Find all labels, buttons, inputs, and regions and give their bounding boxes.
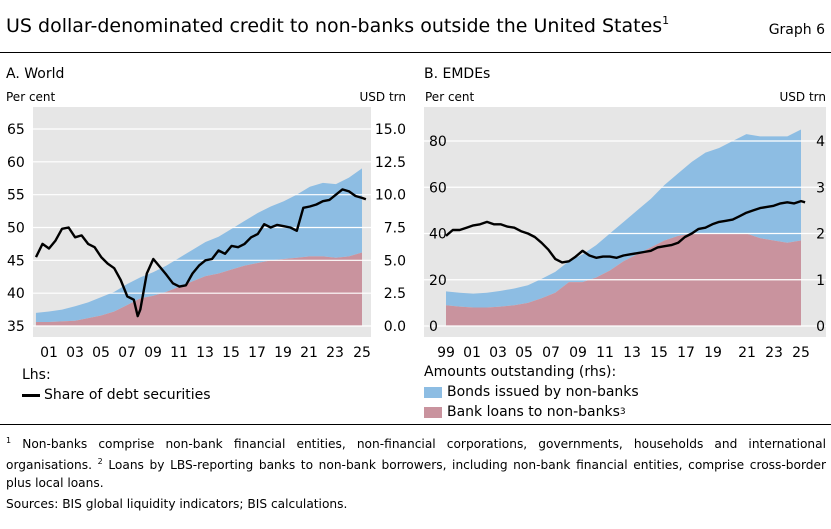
notes-divider xyxy=(0,424,831,425)
legend-rhs: Amounts outstanding (rhs): Bonds issued … xyxy=(424,362,639,422)
y-tick-label-lhs-emdes: 20 xyxy=(429,273,447,289)
x-tick-label-world: 11 xyxy=(170,345,188,361)
rhs-unit-world: USD trn xyxy=(360,90,407,104)
area-loans-world xyxy=(35,252,362,326)
x-tick-label-emdes: 25 xyxy=(792,345,810,361)
x-tick-label-world: 09 xyxy=(144,345,162,361)
legend-item-share: Share of debt securities xyxy=(22,385,211,405)
y-tick-label-lhs-world: 45 xyxy=(7,253,25,269)
legend-lhs-heading: Lhs: xyxy=(22,367,51,383)
y-tick-label-rhs-world: 10.0 xyxy=(375,188,406,204)
y-tick-label-lhs-world: 50 xyxy=(7,221,25,237)
x-tick-label-world: 13 xyxy=(196,345,214,361)
legend-loans-label: Bank loans to non-banks xyxy=(447,404,620,420)
x-tick-label-emdes: 09 xyxy=(569,345,587,361)
area-bonds-world xyxy=(35,168,362,323)
line-share-emdes xyxy=(445,199,806,264)
x-tick-label-world: 25 xyxy=(353,345,371,361)
y-tick-label-lhs-world: 40 xyxy=(7,286,25,302)
footnote-1: Non-banks comprise non-bank financial en… xyxy=(6,437,827,472)
x-tick-label-emdes: 17 xyxy=(677,345,695,361)
line-swatch xyxy=(22,393,40,397)
legend-rhs-heading: Amounts outstanding (rhs): xyxy=(424,364,617,380)
y-tick-label-lhs-emdes: 0 xyxy=(429,319,438,335)
y-tick-label-rhs-world: 7.5 xyxy=(384,221,406,237)
y-tick-label-lhs-world: 60 xyxy=(7,155,25,171)
y-tick-label-rhs-emdes: 0 xyxy=(816,319,825,335)
line-share-world xyxy=(34,188,367,318)
x-tick-label-world: 21 xyxy=(300,345,318,361)
footnote-2: Loans by LBS-reporting banks to non-bank… xyxy=(6,458,827,490)
y-tick-label-lhs-emdes: 80 xyxy=(429,134,447,150)
x-tick-label-world: 01 xyxy=(40,345,58,361)
y-tick-label-rhs-emdes: 2 xyxy=(816,227,825,243)
x-tick-label-emdes: 99 xyxy=(437,345,455,361)
lhs-unit-emdes: Per cent xyxy=(425,90,475,104)
x-tick-label-emdes: 11 xyxy=(596,345,614,361)
x-tick-label-emdes: 15 xyxy=(650,345,668,361)
graph-label: Graph 6 xyxy=(768,22,825,38)
x-tick-label-world: 07 xyxy=(118,345,136,361)
chart-title: US dollar-denominated credit to non-bank… xyxy=(6,14,670,37)
x-tick-label-emdes: 03 xyxy=(489,345,507,361)
y-tick-label-rhs-world: 12.5 xyxy=(375,155,406,171)
bonds-swatch xyxy=(424,386,442,398)
y-tick-label-lhs-world: 35 xyxy=(7,319,25,335)
legend-share-label: Share of debt securities xyxy=(44,387,211,403)
area-bonds-emdes xyxy=(446,129,801,308)
title-footnote-mark: 1 xyxy=(662,14,670,27)
x-tick-label-emdes: 07 xyxy=(542,345,560,361)
footnotes: 1 Non-banks comprise non-bank financial … xyxy=(6,432,826,492)
y-tick-label-rhs-world: 15.0 xyxy=(375,122,406,138)
rhs-unit-emdes: USD trn xyxy=(780,90,827,104)
sources: Sources: BIS global liquidity indicators… xyxy=(6,497,348,511)
x-tick-label-world: 17 xyxy=(248,345,266,361)
legend-item-loans: Bank loans to non-banks 3 xyxy=(424,402,639,422)
footnote-1-mark: 1 xyxy=(6,436,12,445)
x-tick-label-emdes: 05 xyxy=(515,345,533,361)
x-tick-label-world: 15 xyxy=(222,345,240,361)
y-tick-label-lhs-world: 55 xyxy=(7,188,25,204)
legend-bonds-label: Bonds issued by non-banks xyxy=(447,384,639,400)
footnote-2-mark: 2 xyxy=(97,457,103,466)
legend-lhs: Lhs: Share of debt securities xyxy=(22,365,211,405)
x-tick-label-emdes: 13 xyxy=(623,345,641,361)
x-tick-label-world: 03 xyxy=(66,345,84,361)
y-tick-label-rhs-world: 5.0 xyxy=(384,253,406,269)
y-tick-label-rhs-world: 0.0 xyxy=(384,319,406,335)
y-tick-label-rhs-emdes: 1 xyxy=(816,273,825,289)
loans-footnote-mark: 3 xyxy=(619,407,626,417)
y-tick-label-rhs-emdes: 4 xyxy=(816,134,825,150)
lhs-unit-world: Per cent xyxy=(6,90,56,104)
x-tick-label-emdes: 23 xyxy=(765,345,783,361)
x-tick-label-world: 23 xyxy=(326,345,344,361)
y-tick-label-lhs-world: 65 xyxy=(7,122,25,138)
y-tick-label-rhs-emdes: 3 xyxy=(816,180,825,196)
panel-title-emdes: B. EMDEs xyxy=(424,66,490,82)
x-tick-label-emdes: 19 xyxy=(704,345,722,361)
y-tick-label-lhs-emdes: 60 xyxy=(429,180,447,196)
header-divider xyxy=(0,52,831,53)
y-tick-label-rhs-world: 2.5 xyxy=(384,286,406,302)
y-tick-label-lhs-emdes: 40 xyxy=(429,227,447,243)
x-tick-label-world: 05 xyxy=(92,345,110,361)
x-tick-label-emdes: 01 xyxy=(463,345,481,361)
x-tick-label-emdes: 21 xyxy=(738,345,756,361)
legend-item-bonds: Bonds issued by non-banks xyxy=(424,382,639,402)
x-tick-label-world: 19 xyxy=(274,345,292,361)
loans-swatch xyxy=(424,406,442,418)
panel-title-world: A. World xyxy=(6,66,64,82)
